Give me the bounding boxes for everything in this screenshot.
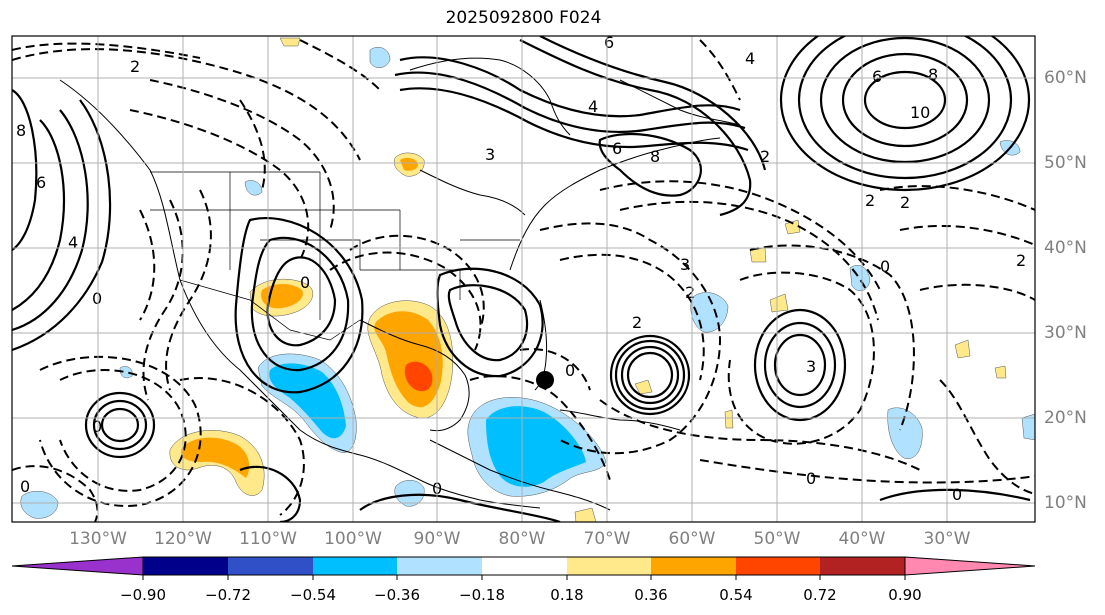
contour-label: 2	[1016, 251, 1026, 270]
colorbar-tick-label: 0.36	[634, 586, 668, 604]
lon-label: 110°W	[239, 529, 297, 549]
lat-label: 20°N	[1044, 408, 1087, 428]
contour-label: 3	[485, 145, 495, 164]
colorbar-tick-label: −0.90	[120, 586, 166, 604]
contour-label: 0	[92, 289, 102, 308]
colorbar-tick-label: −0.36	[374, 586, 420, 604]
contour-label: 10	[910, 103, 930, 122]
colorbar-tick-label: 0.72	[803, 586, 837, 604]
contour-label: 3	[680, 255, 690, 274]
lat-label: 40°N	[1044, 238, 1087, 258]
storm-marker-icon	[536, 371, 554, 389]
colorbar-segment	[651, 557, 736, 575]
lon-label: 120°W	[154, 529, 212, 549]
colorbar-segment	[397, 557, 482, 575]
map-title: 2025092800 F024	[445, 8, 602, 28]
colorbar-tick-label: −0.72	[205, 586, 251, 604]
contour-label: 2	[130, 57, 140, 76]
contour-label: 8	[928, 65, 938, 84]
colorbar-tick-label: 0.90	[888, 586, 922, 604]
contour-label: 2	[900, 193, 910, 212]
contour-label: 8	[650, 147, 660, 166]
contour-label: 0	[565, 361, 575, 380]
colorbar-tick-label: −0.18	[459, 586, 505, 604]
contour-labels: 6 2 4 6 8 10 4 6 8 2 3 2 0 3 2 2 0 0 0 0…	[16, 33, 1026, 504]
lon-label: 90°W	[413, 529, 461, 549]
colorbar-segment	[228, 557, 313, 575]
lat-label: 10°N	[1044, 493, 1087, 513]
contour-label: 6	[872, 67, 882, 86]
dashed-contours	[12, 39, 1035, 522]
colorbar-segment	[567, 557, 651, 575]
colorbar-segment	[482, 557, 567, 575]
colorbar-segment	[736, 557, 820, 575]
contour-label: 4	[745, 49, 755, 68]
colorbar	[11, 556, 1036, 580]
lat-label: 30°N	[1044, 323, 1087, 343]
contour-label: 6	[604, 33, 614, 52]
contour-label: 2	[685, 283, 695, 302]
contour-label: 6	[36, 173, 46, 192]
lon-label: 80°W	[498, 529, 546, 549]
lon-label: 30°W	[923, 529, 971, 549]
contour-label: 2	[760, 147, 770, 166]
contour-label: 4	[68, 233, 78, 252]
map-frame	[11, 35, 1036, 523]
contour-label: 4	[588, 97, 598, 116]
colorbar-segment	[313, 557, 397, 575]
contour-label: 0	[880, 257, 890, 276]
contour-label: 2	[865, 191, 875, 210]
lat-label: 60°N	[1044, 68, 1087, 88]
colorbar-tick-label: −0.54	[290, 586, 336, 604]
lon-label: 60°W	[668, 529, 716, 549]
lon-label: 100°W	[324, 529, 382, 549]
lon-label: 70°W	[583, 529, 631, 549]
contour-label: 3	[806, 357, 816, 376]
lon-label: 40°W	[838, 529, 886, 549]
colorbar-extend-low	[11, 556, 144, 576]
contour-label: 0	[92, 417, 102, 436]
contour-label: 0	[806, 469, 816, 488]
colorbar-segment	[820, 557, 905, 575]
contour-label: 2	[632, 313, 642, 332]
colorbar-tick-label: 0.54	[719, 586, 753, 604]
negative-shading	[20, 47, 1035, 519]
lon-label: 130°W	[69, 529, 127, 549]
gridlines	[12, 36, 1035, 522]
solid-contours	[12, 36, 1031, 522]
contour-label: 0	[300, 273, 310, 292]
colorbar-extend-high	[904, 556, 1036, 576]
contour-label: 0	[952, 485, 962, 504]
colorbar-segment	[143, 557, 228, 575]
lon-label: 50°W	[753, 529, 801, 549]
contour-label: 0	[20, 477, 30, 496]
colorbar-tick-label: 0.18	[550, 586, 584, 604]
lat-label: 50°N	[1044, 153, 1087, 173]
contour-label: 6	[612, 139, 622, 158]
contour-label: 8	[16, 121, 26, 140]
